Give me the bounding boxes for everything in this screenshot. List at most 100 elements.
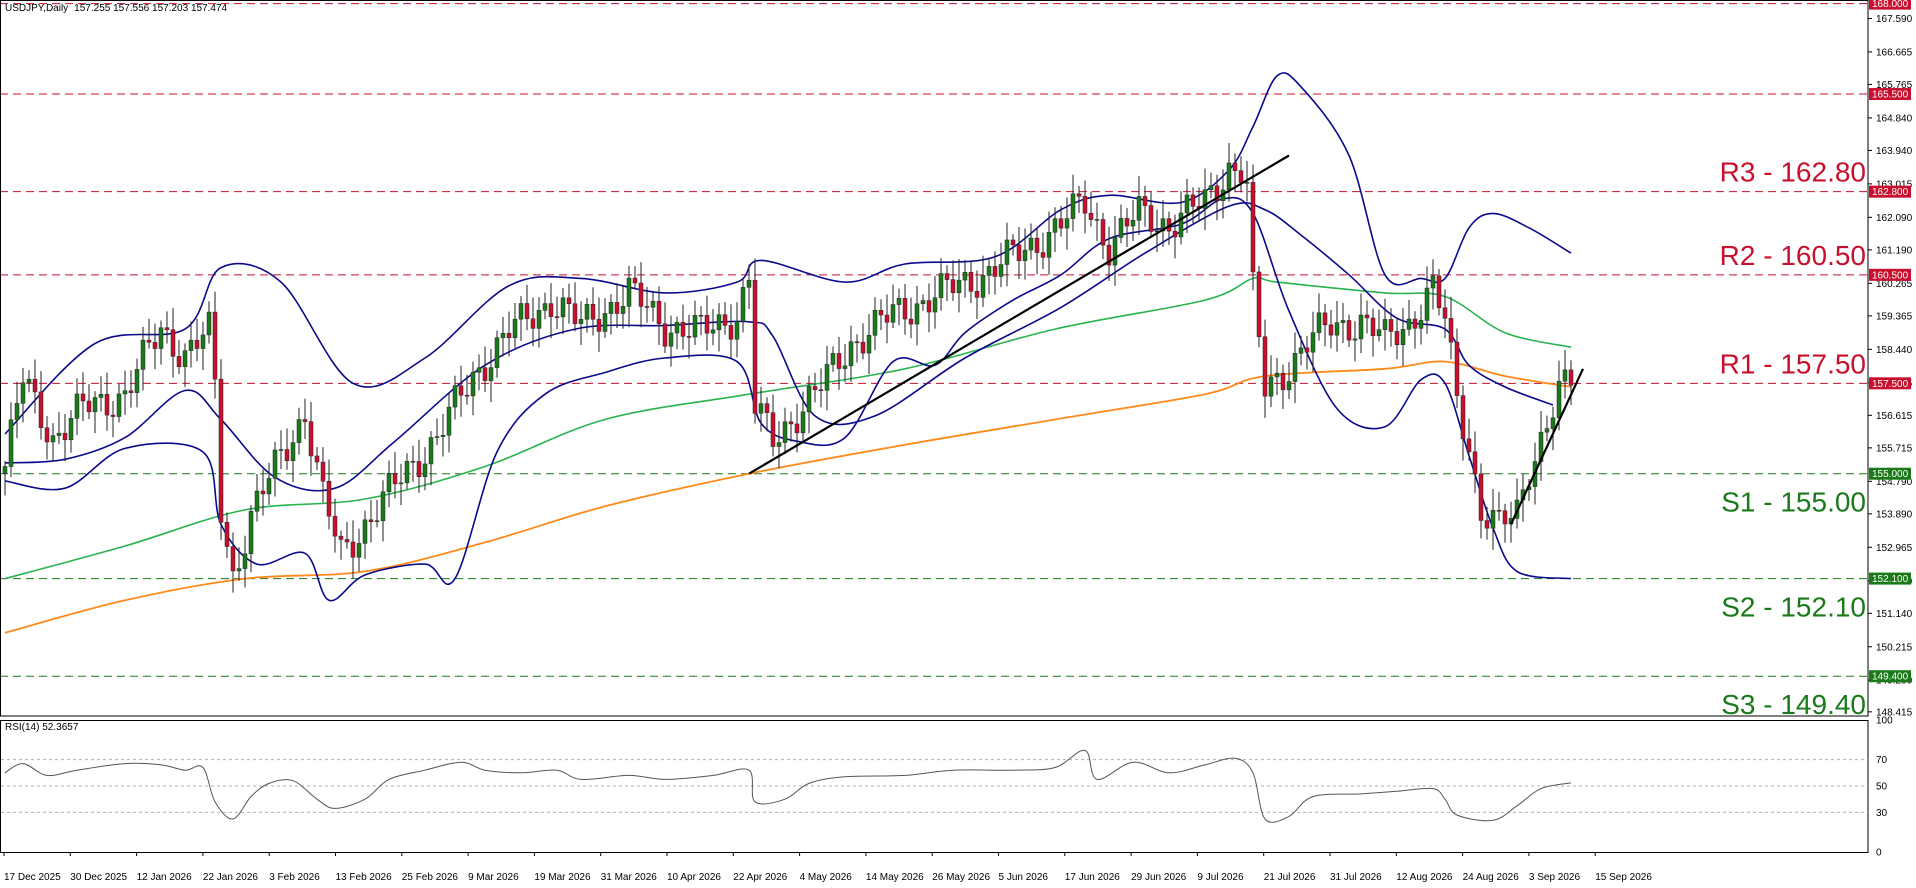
level-price-tag xyxy=(1869,377,1911,390)
candle-body xyxy=(428,437,434,465)
candle-body xyxy=(1016,244,1022,261)
candle-body xyxy=(284,449,290,461)
level-label-r3: R3 - 162.80 xyxy=(1720,157,1866,188)
candle-body xyxy=(614,302,620,314)
candle-body xyxy=(134,369,140,393)
candle-body xyxy=(830,353,836,365)
candle-body xyxy=(962,271,968,281)
candle-body xyxy=(1070,193,1076,219)
time-tick-label: 21 Jul 2026 xyxy=(1264,872,1316,883)
candle-body xyxy=(1370,317,1376,337)
candle-body xyxy=(464,394,470,397)
candle-body xyxy=(1352,338,1358,341)
candle-body xyxy=(1040,252,1046,258)
candle-body xyxy=(1172,230,1178,238)
level-price-tag-text: 160.500 xyxy=(1872,270,1909,281)
price-tick-label: 148.415 xyxy=(1876,707,1913,718)
candle-body xyxy=(548,303,554,317)
rsi-tick-label: 30 xyxy=(1876,808,1888,819)
candle-body xyxy=(1400,329,1406,346)
candle-body xyxy=(338,535,344,540)
candle-body xyxy=(1424,287,1430,321)
candle-body xyxy=(44,427,50,443)
candle-body xyxy=(344,539,350,543)
level-price-tag xyxy=(1869,88,1911,101)
candle-body xyxy=(110,414,116,417)
candle-body xyxy=(620,306,626,314)
candle-body xyxy=(1058,218,1064,229)
candle-body xyxy=(1382,319,1388,330)
candle-body xyxy=(386,472,392,493)
candle-body xyxy=(188,339,194,351)
level-price-tag xyxy=(1869,670,1911,683)
candle-body xyxy=(1442,307,1448,319)
candle-body xyxy=(98,394,104,398)
level-label-s2: S2 - 152.10 xyxy=(1721,592,1866,623)
candle-body xyxy=(686,336,692,338)
candle-body xyxy=(416,461,422,477)
candle-body xyxy=(158,327,164,349)
candle-body xyxy=(992,266,998,277)
candle-body xyxy=(878,309,884,316)
candle-body xyxy=(1280,372,1286,391)
candle-body xyxy=(1238,170,1244,183)
level-price-tag-text: 165.500 xyxy=(1872,90,1909,101)
candle-body xyxy=(818,389,824,391)
candle-body xyxy=(92,397,98,413)
candle-body xyxy=(200,334,206,349)
candle-body xyxy=(1256,271,1262,337)
symbol-label: USDJPY,Daily xyxy=(5,3,68,14)
candle-body xyxy=(584,303,590,320)
candle-body xyxy=(308,421,314,457)
main-panel-frame xyxy=(0,0,1869,717)
time-axis: 17 Dec 2025 30 Dec 2025 12 Jan 2026 22 Jan … xyxy=(3,852,1652,883)
candle-body xyxy=(758,403,764,414)
candle-body xyxy=(782,421,788,443)
time-tick-label: 9 Mar 2026 xyxy=(468,872,519,883)
level-label-s1: S1 - 155.00 xyxy=(1721,487,1866,518)
candle-body xyxy=(1292,353,1298,382)
candle-body xyxy=(704,315,710,334)
level-price-tag xyxy=(1869,467,1911,480)
trendline-1 xyxy=(748,154,1290,475)
candle-body xyxy=(1310,332,1316,353)
candle-body xyxy=(368,519,374,522)
candle-body xyxy=(1550,417,1556,429)
candle-body xyxy=(1136,196,1142,221)
candle-body xyxy=(764,403,770,413)
candle-body xyxy=(476,367,482,373)
time-tick-label: 22 Jan 2026 xyxy=(203,872,258,883)
candle-body xyxy=(1466,438,1472,453)
time-tick-label: 19 Mar 2026 xyxy=(534,872,591,883)
candle-body xyxy=(314,455,320,463)
candle-body xyxy=(434,436,440,438)
candle-body xyxy=(1142,196,1148,206)
candle-body xyxy=(920,300,926,305)
level-price-tag-text: 155.000 xyxy=(1872,469,1909,480)
candle-body xyxy=(350,541,356,558)
candle-body xyxy=(1412,318,1418,329)
time-tick-label: 25 Feb 2026 xyxy=(402,872,459,883)
candle-body xyxy=(1430,275,1436,289)
candle-body xyxy=(290,442,296,461)
candle-body xyxy=(26,378,32,383)
candle-body xyxy=(206,311,212,336)
candle-body xyxy=(806,386,812,413)
candle-body xyxy=(980,275,986,298)
time-tick-label: 31 Mar 2026 xyxy=(601,872,658,883)
candle-body xyxy=(1214,185,1220,201)
candle-body xyxy=(836,353,842,369)
candle-body xyxy=(1226,162,1232,191)
candle-body xyxy=(842,365,848,369)
candle-body xyxy=(1118,218,1124,238)
candle-body xyxy=(296,419,302,443)
candle-body xyxy=(1082,196,1088,214)
candle-body xyxy=(794,423,800,434)
time-tick-label: 26 May 2026 xyxy=(932,872,990,883)
level-price-tag xyxy=(1869,0,1911,10)
time-tick-label: 17 Jun 2026 xyxy=(1065,872,1120,883)
bb-lower-line xyxy=(4,196,1572,602)
candle-body xyxy=(104,394,110,416)
candle-body xyxy=(1334,322,1340,336)
candle-body xyxy=(1022,249,1028,261)
